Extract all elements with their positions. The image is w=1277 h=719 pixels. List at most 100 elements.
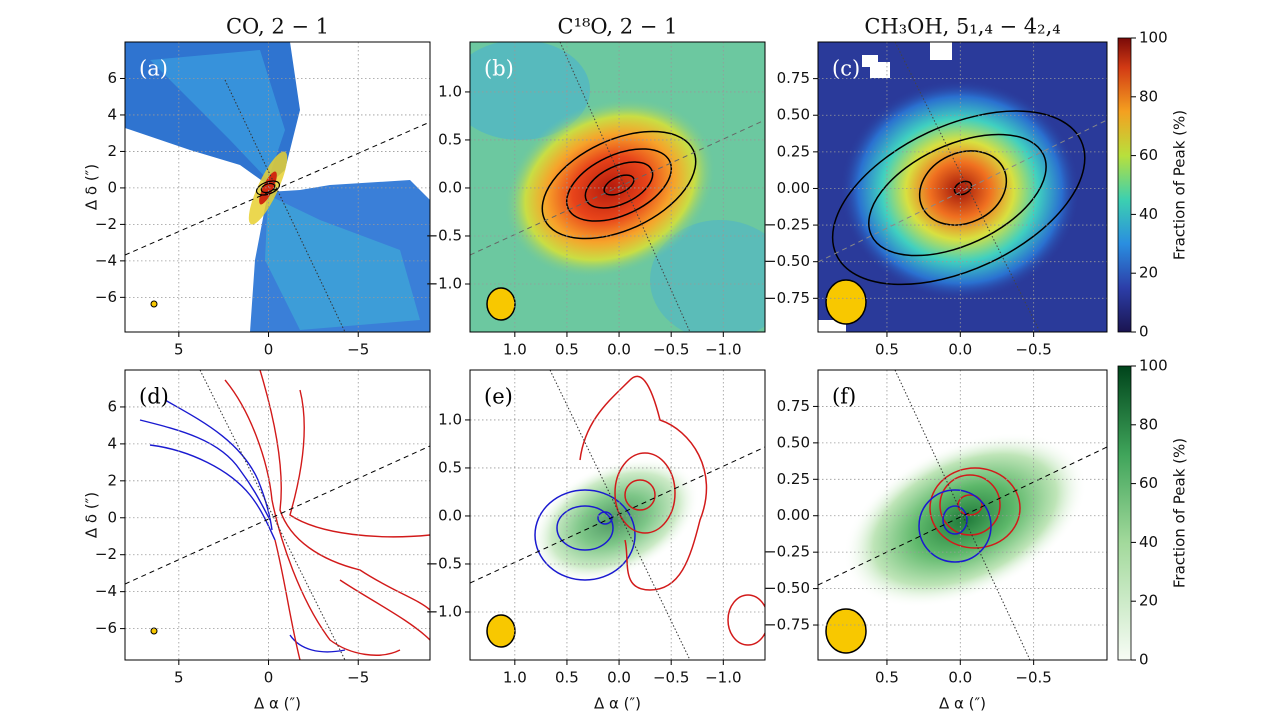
y-tick-label: 0 <box>107 178 117 196</box>
y-tick-label: 6 <box>107 397 117 415</box>
y-tick-label: 1.0 <box>438 410 462 428</box>
panel-e-image <box>470 370 765 660</box>
y-tick-label: −0.75 <box>764 289 810 307</box>
panel-title: CH₃OH, 5₁,₄ − 4₂,₄ <box>864 15 1060 39</box>
x-tick-label: −0.5 <box>1015 341 1051 359</box>
panel-label: (a) <box>139 57 168 81</box>
colorbar-tick-label: 0 <box>1139 323 1149 341</box>
y-tick-label: 0.50 <box>777 106 810 124</box>
x-tick-label: 0.0 <box>948 669 972 687</box>
colorbar-tick-label: 60 <box>1139 146 1158 164</box>
axes-frame <box>817 369 1108 661</box>
x-tick-label: 0.5 <box>875 669 899 687</box>
y-tick-label: −0.75 <box>764 616 810 634</box>
colorbar-tick-label: 0 <box>1139 651 1149 669</box>
x-tick-label: 0.0 <box>607 669 631 687</box>
panel-label: (c) <box>832 57 860 81</box>
y-tick-label: −1.0 <box>426 602 462 620</box>
y-tick-label: 2 <box>107 471 117 489</box>
x-tick-label: −0.5 <box>653 669 689 687</box>
y-tick-label: 0.00 <box>777 506 810 524</box>
panel-title: CO, 2 − 1 <box>226 15 329 39</box>
x-tick-label: −0.5 <box>653 341 689 359</box>
x-axis-label: Δ α (″) <box>254 695 301 713</box>
colorbar-tick-label: 40 <box>1139 533 1158 551</box>
x-tick-label: −5 <box>347 341 369 359</box>
x-tick-label: −5 <box>347 669 369 687</box>
y-tick-label: −4 <box>95 582 117 600</box>
x-tick-label: 0.0 <box>948 341 972 359</box>
y-tick-label: 0 <box>107 508 117 526</box>
x-tick-label: 0 <box>264 669 274 687</box>
panel-c-image <box>818 42 1107 332</box>
y-tick-label: 0.0 <box>438 178 462 196</box>
y-tick-label: −0.5 <box>426 554 462 572</box>
y-tick-label: −0.50 <box>764 252 810 270</box>
colorbar-tick-label: 20 <box>1139 592 1158 610</box>
panel-title: C¹⁸O, 2 − 1 <box>558 15 678 39</box>
colorbar-tick-label: 80 <box>1139 415 1158 433</box>
panel-b-image <box>470 42 765 332</box>
y-tick-label: 1.0 <box>438 82 462 100</box>
y-tick-label: −1.0 <box>426 274 462 292</box>
panel-a-image <box>125 42 430 332</box>
x-axis-label: Δ α (″) <box>939 695 986 713</box>
y-tick-label: 0.25 <box>777 470 810 488</box>
y-tick-label: −4 <box>95 251 117 269</box>
panel-f-image <box>818 370 1107 660</box>
y-tick-label: −2 <box>95 545 117 563</box>
y-tick-label: 0.75 <box>777 69 810 87</box>
colorbar-tick-label: 60 <box>1139 474 1158 492</box>
colorbar-tick-label: 100 <box>1139 29 1168 47</box>
y-tick-label: 0.0 <box>438 506 462 524</box>
y-tick-label: −6 <box>95 619 117 637</box>
y-tick-label: 0.75 <box>777 397 810 415</box>
axes-frame <box>124 369 431 661</box>
x-tick-label: 1.0 <box>503 341 527 359</box>
x-tick-label: −0.5 <box>1015 669 1051 687</box>
x-tick-label: 5 <box>174 341 184 359</box>
y-tick-label: −2 <box>95 215 117 233</box>
y-tick-label: 6 <box>107 69 117 87</box>
panel-label: (b) <box>484 57 514 81</box>
x-tick-label: 0.5 <box>555 341 579 359</box>
panel-label: (d) <box>139 385 169 409</box>
x-tick-label: 0.0 <box>607 341 631 359</box>
colorbar <box>1117 37 1132 333</box>
y-tick-label: −0.50 <box>764 579 810 597</box>
colorbar-tick-label: 20 <box>1139 264 1158 282</box>
colorbar <box>1117 365 1132 661</box>
colorbar-label: Fraction of Peak (%) <box>1171 110 1189 260</box>
y-tick-label: 0.5 <box>438 458 462 476</box>
y-tick-label: 0.25 <box>777 142 810 160</box>
y-tick-label: 0.5 <box>438 130 462 148</box>
colorbar-tick-label: 40 <box>1139 205 1158 223</box>
y-axis-label: Δ δ (″) <box>83 164 101 210</box>
y-tick-label: 4 <box>107 434 117 452</box>
y-tick-label: 2 <box>107 142 117 160</box>
axes-frame <box>817 41 1108 333</box>
panel-label: (e) <box>484 385 513 409</box>
x-tick-label: 0.5 <box>555 669 579 687</box>
axes-frame <box>124 41 431 333</box>
x-tick-label: 0 <box>264 341 274 359</box>
y-axis-label: Δ δ (″) <box>83 492 101 538</box>
panel-label: (f) <box>832 385 856 409</box>
x-tick-label: −1.0 <box>705 341 741 359</box>
colorbar-tick-label: 100 <box>1139 357 1168 375</box>
x-tick-label: 1.0 <box>503 669 527 687</box>
colorbar-label: Fraction of Peak (%) <box>1171 438 1189 588</box>
axes-frame <box>469 41 766 333</box>
axes-frame <box>469 369 766 661</box>
y-tick-label: 4 <box>107 105 117 123</box>
y-tick-label: 0.50 <box>777 433 810 451</box>
x-tick-label: 0.5 <box>875 341 899 359</box>
x-tick-label: 5 <box>174 669 184 687</box>
y-tick-label: −6 <box>95 288 117 306</box>
panel-d-image <box>125 370 430 660</box>
y-tick-label: −0.25 <box>764 216 810 234</box>
y-tick-label: −0.5 <box>426 226 462 244</box>
colorbar-tick-label: 80 <box>1139 87 1158 105</box>
x-tick-label: −1.0 <box>705 669 741 687</box>
